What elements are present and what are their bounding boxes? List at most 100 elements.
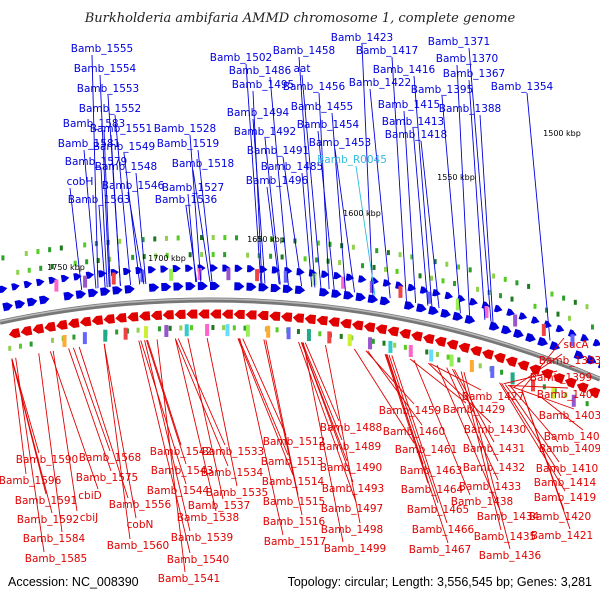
reverse-gene-label: Bamb_1463 (400, 465, 463, 477)
gc-tick (115, 329, 119, 335)
cog-band (184, 324, 189, 337)
forward-gene-arrow-shape (210, 264, 218, 272)
forward-leader-line (245, 63, 262, 284)
reverse-gene-arrow (576, 382, 589, 394)
forward-gene-arrow (147, 266, 157, 274)
reverse-gene-label: Bamb_1490 (320, 462, 383, 474)
kbp-tick-label: 1500 kbp (543, 129, 581, 138)
gc-tick (425, 349, 429, 355)
gc-tick (270, 236, 274, 242)
forward-leader-line (361, 43, 374, 296)
forward-gene-arrow-shape (416, 303, 427, 313)
gc-tick (585, 401, 589, 407)
cog-band (369, 280, 374, 293)
forward-gene-label: Bamb_1494 (227, 107, 290, 119)
reverse-gene-label: Bamb_1436 (479, 550, 542, 562)
reverse-leader-line (453, 369, 495, 443)
forward-gene-arrow-shape (537, 336, 548, 347)
cog-band (164, 324, 169, 337)
reverse-gene-label: Bamb_1429 (443, 404, 506, 416)
gc-tick (453, 281, 457, 287)
gc-tick (222, 325, 226, 331)
forward-gene-arrow-shape (592, 338, 600, 347)
reverse-leader-line (446, 367, 499, 481)
reverse-gene-arrow-shape (103, 314, 115, 324)
reverse-gene-arrow (493, 352, 506, 364)
reverse-gene-arrow (304, 314, 317, 325)
forward-gene-label: Bamb_1456 (283, 81, 346, 93)
reverse-gene-arrow-shape (375, 324, 388, 335)
gc-tick (165, 252, 169, 258)
cog-band (83, 275, 88, 288)
forward-gene-label: Bamb_1527 (162, 182, 225, 194)
forward-gene-label: Bamb_1455 (291, 101, 354, 113)
reverse-gene-arrow (20, 325, 33, 336)
forward-gene-label: Bamb_1416 (373, 64, 436, 76)
gc-tick (564, 392, 568, 398)
forward-gene-arrow (592, 338, 600, 347)
reverse-gene-label: Bamb_1535 (206, 487, 269, 499)
reverse-gene-arrow-shape (221, 309, 233, 319)
rna-gene-label: Bamb_R0045 (317, 154, 387, 166)
reverse-gene-arrow (269, 311, 281, 321)
forward-gene-arrow (185, 282, 196, 291)
kbp-tick-label: 1550 kbp (437, 173, 475, 182)
forward-gene-arrow-shape (63, 291, 74, 301)
forward-leader-line (413, 75, 433, 307)
forward-leader-line (298, 56, 316, 288)
gc-tick (375, 248, 379, 254)
reverse-gene-arrow-shape (470, 345, 483, 357)
gc-tick (243, 325, 247, 331)
reverse-leader-line (504, 384, 560, 463)
reverse-gene-arrow (32, 323, 45, 334)
forward-gene-arrow-shape (555, 324, 565, 333)
gc-tick (296, 329, 300, 335)
reverse-leader-line (103, 343, 137, 519)
gc-tick (468, 267, 472, 273)
reverse-gene-label: Bamb_1464 (401, 484, 464, 496)
forward-leader-line (420, 140, 440, 309)
reverse-gene-arrow-shape (340, 318, 352, 329)
reverse-leader-line (460, 371, 502, 531)
forward-gene-label: Bamb_1486 (229, 65, 292, 77)
forward-leader-line (114, 114, 132, 286)
leader-lines (11, 43, 584, 573)
reverse-gene-label: Bamb_1489 (319, 441, 382, 453)
cog-band (469, 360, 474, 373)
forward-gene-arrow-shape (355, 292, 366, 302)
forward-gene-label: Bamb_1454 (297, 119, 360, 131)
gc-tick (176, 235, 180, 241)
gc-tick (269, 253, 273, 259)
gc-tick (223, 235, 227, 241)
forward-leader-line (334, 148, 356, 293)
reverse-gene-label: Bamb_1514 (262, 476, 325, 488)
gc-tick (39, 265, 43, 271)
forward-gene-arrow-shape (407, 283, 416, 292)
cog-band (408, 345, 413, 358)
gc-tick (515, 280, 519, 286)
cog-band (427, 291, 432, 304)
reverse-gene-arrow-shape (79, 316, 92, 327)
gc-tick (51, 337, 55, 343)
gc-tick (211, 235, 215, 241)
reverse-gene-arrow-shape (493, 352, 506, 364)
reverse-gene-arrow (233, 309, 245, 320)
reverse-gene-label: Bamb_1542 (150, 446, 213, 458)
forward-gene-arrow (222, 264, 231, 272)
reverse-gene-label: Bamb_1420 (529, 511, 592, 523)
reverse-leader-line (503, 370, 558, 385)
reverse-gene-arrow-shape (351, 320, 364, 331)
forward-gene-arrow-shape (367, 294, 379, 304)
forward-gene-arrow-shape (440, 308, 451, 318)
forward-gene-arrow-shape (85, 271, 95, 279)
gc-tick (315, 257, 319, 263)
forward-gene-arrow (172, 265, 181, 273)
forward-gene-arrow (440, 308, 451, 318)
reverse-gene-label: Bamb_1435 (474, 531, 537, 543)
forward-gene-arrow (506, 308, 515, 316)
reverse-gene-arrow-shape (434, 336, 447, 347)
reverse-gene-label: Bamb_1516 (263, 516, 326, 528)
gc-tick (157, 326, 161, 332)
reverse-leader-line (138, 340, 191, 554)
